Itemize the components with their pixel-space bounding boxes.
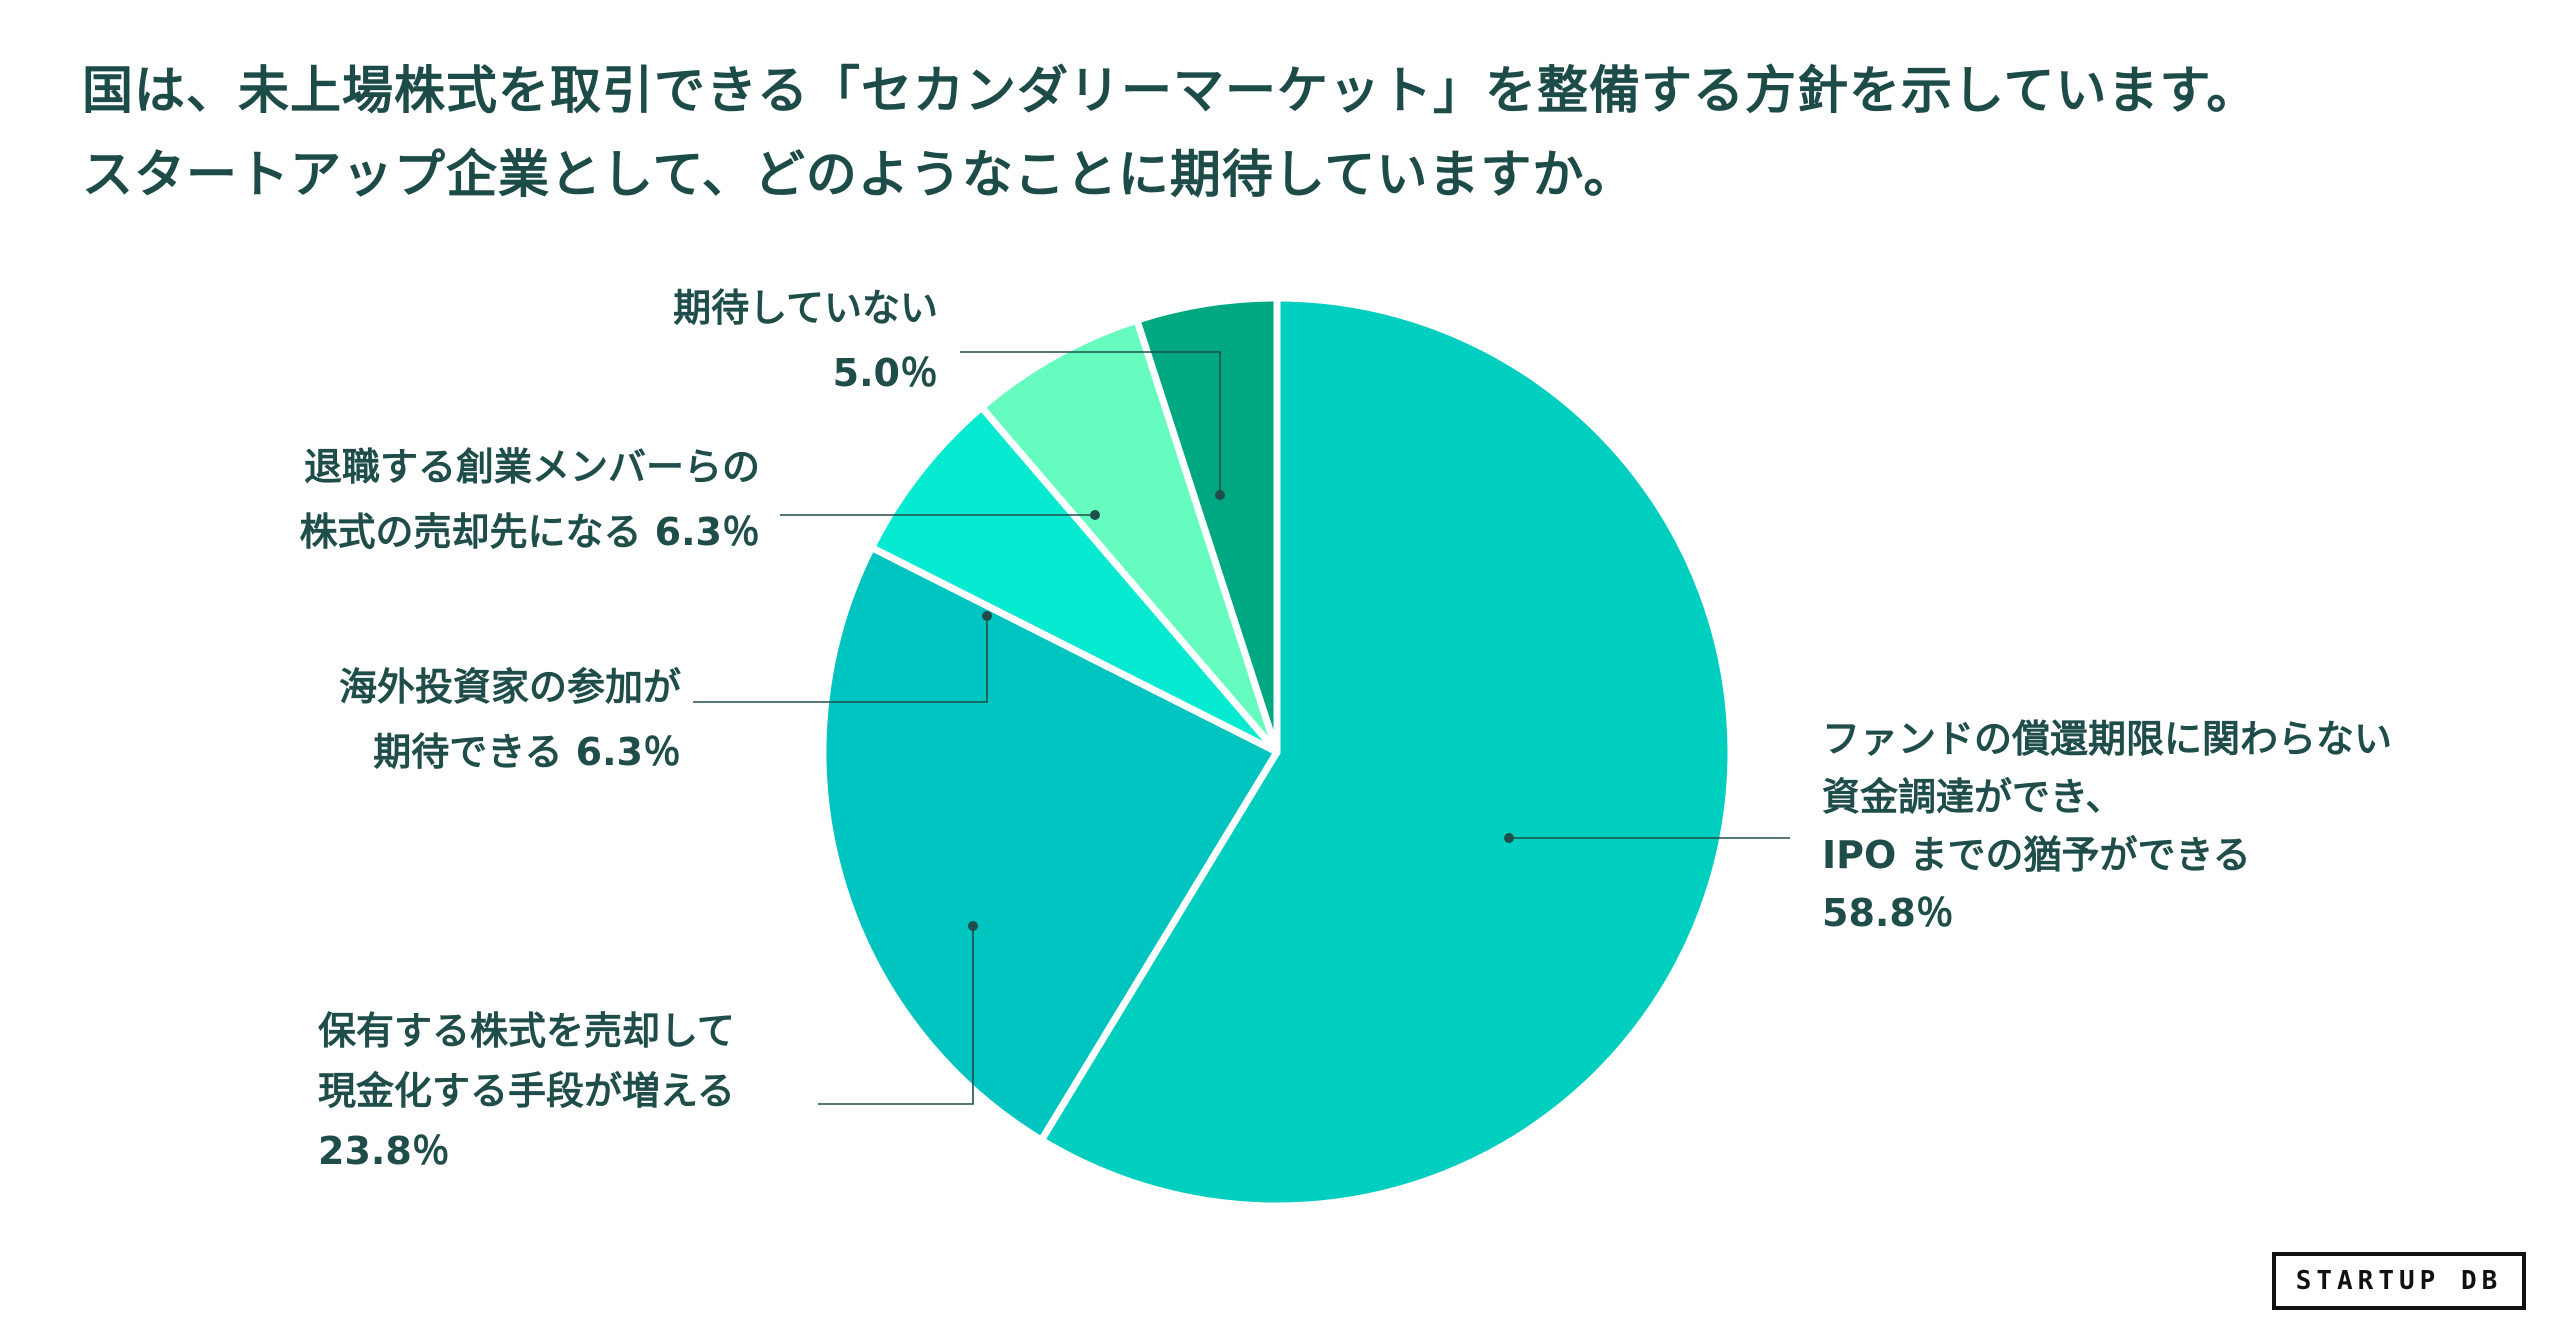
title-line-2: スタートアップ企業として、どのようなことに期待していますか。 — [82, 146, 1636, 205]
slice-label-3: 海外投資家の参加が期待できる 6.3％ — [339, 665, 681, 774]
leader-lines — [693, 351, 1790, 1105]
slice-label-4-line-2: 株式の売却先になる 6.3％ — [299, 510, 760, 554]
slice-label-1-line-4: 58.8％ — [1822, 891, 1954, 935]
chart-title: 国は、未上場株式を取引できる「セカンダリーマーケット」を整備する方針を示していま… — [82, 50, 2482, 218]
slice-label-2: 保有する株式を売却して現金化する手段が増える 23.8％ — [318, 1009, 735, 1173]
slice-label-1-line-3: IPO までの猶予ができる — [1822, 833, 2251, 877]
slice-label-2-line-2: 現金化する手段が増える — [318, 1069, 735, 1113]
leader-dot-3 — [982, 611, 992, 621]
pie-slices — [819, 294, 1735, 1210]
slice-label-5: 期待していない 5.0％ — [673, 286, 938, 395]
slice-label-3-line-2: 期待できる 6.3％ — [373, 730, 681, 774]
leader-line-3 — [693, 616, 988, 703]
slice-label-4-line-1: 退職する創業メンバーらの — [304, 445, 760, 489]
pie-slice-3 — [868, 403, 1281, 756]
pie-slice-5 — [1133, 294, 1281, 756]
slice-label-5-line-1: 期待していない — [673, 286, 938, 330]
leader-line-5 — [960, 351, 1221, 495]
slice-label-1: ファンドの償還期限に関わらない資金調達ができ、 IPO までの猶予ができる 58.8… — [1822, 717, 2392, 935]
slice-label-2-line-1: 保有する株式を売却して — [318, 1009, 735, 1053]
leader-dot-2 — [968, 921, 978, 931]
pie-slice-4 — [978, 316, 1281, 756]
slice-label-2-line-3: 23.8％ — [318, 1129, 450, 1173]
title-line-1: 国は、未上場株式を取引できる「セカンダリーマーケット」を整備する方針を示していま… — [82, 62, 2259, 121]
pie-slice-1 — [1037, 294, 1735, 1210]
slice-label-5-line-2: 5.0％ — [833, 351, 938, 395]
slice-label-3-line-1: 海外投資家の参加が — [339, 665, 681, 709]
leader-line-2 — [818, 926, 974, 1105]
startup-db-logo: STARTUP DB — [2272, 1252, 2526, 1310]
slice-labels: ファンドの償還期限に関わらない資金調達ができ、 IPO までの猶予ができる 58.8… — [299, 286, 2392, 1173]
slice-label-1-line-2: 資金調達ができ、 — [1822, 775, 2123, 819]
leader-dot-1 — [1504, 833, 1514, 843]
slice-label-4: 退職する創業メンバーらの株式の売却先になる 6.3％ — [299, 445, 760, 554]
leader-dot-5 — [1215, 490, 1225, 500]
leader-dot-4 — [1090, 510, 1100, 520]
slice-label-1-line-1: ファンドの償還期限に関わらない — [1822, 717, 2392, 761]
